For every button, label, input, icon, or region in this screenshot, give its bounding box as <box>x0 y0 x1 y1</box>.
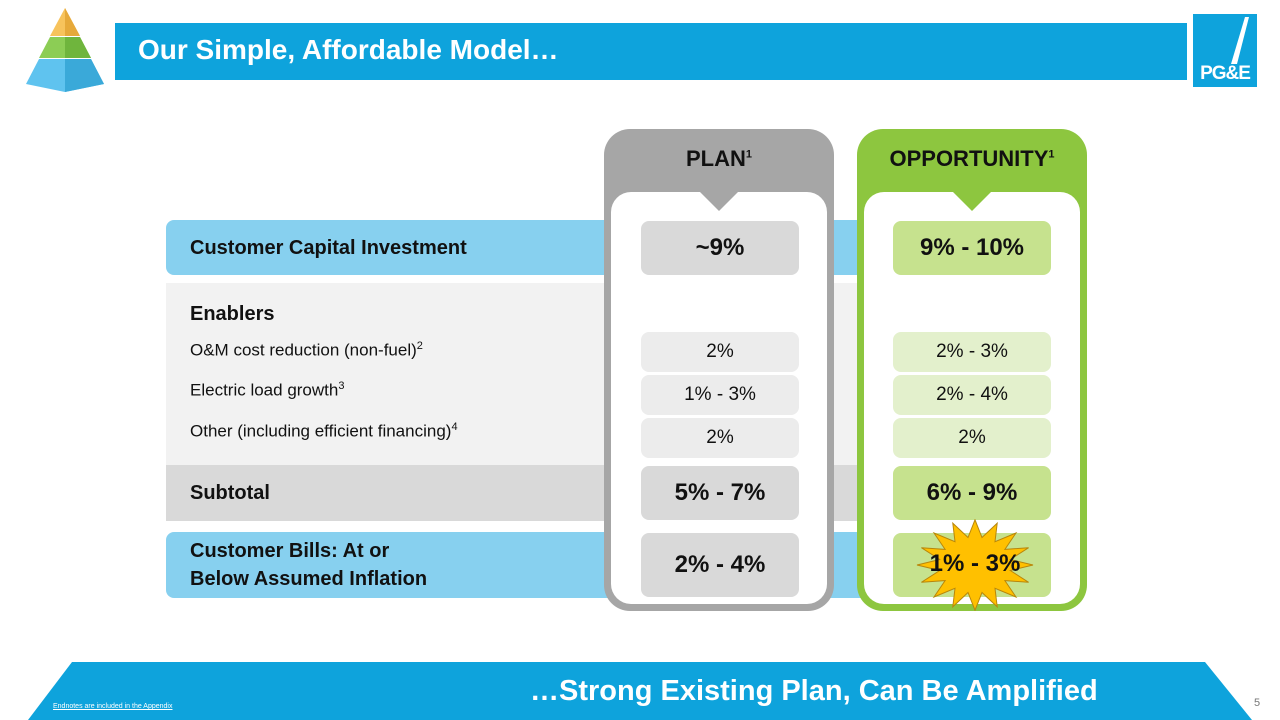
starburst-icon <box>916 519 1034 611</box>
opportunity-other-value: 2% <box>893 418 1051 458</box>
om-label-text: O&M cost reduction (non-fuel) <box>190 340 417 360</box>
opportunity-notch <box>952 191 992 211</box>
opportunity-header: OPPORTUNITY1 <box>857 146 1087 172</box>
logo-text: PG&E <box>1200 63 1251 84</box>
footer-tagline: …Strong Existing Plan, Can Be Amplified <box>530 675 1098 707</box>
pyramid-icon <box>26 8 104 92</box>
om-footnote-ref: 2 <box>416 340 423 352</box>
logo-tower-icon <box>1231 17 1249 64</box>
opportunity-capital-value: 9% - 10% <box>893 221 1051 275</box>
plan-subtotal-value: 5% - 7% <box>641 466 799 520</box>
plan-om-value: 2% <box>641 332 799 372</box>
opportunity-load-value: 2% - 4% <box>893 375 1051 415</box>
load-footnote-ref: 3 <box>338 380 345 392</box>
pge-logo: PG&E <box>1193 14 1257 87</box>
endnotes-link[interactable]: Endnotes are included in the Appendix <box>53 703 173 710</box>
plan-other-value: 2% <box>641 418 799 458</box>
plan-load-value: 1% - 3% <box>641 375 799 415</box>
subtotal-label: Subtotal <box>190 482 270 504</box>
other-footnote-ref: 4 <box>451 421 458 433</box>
bills-label-line2: Below Assumed Inflation <box>190 568 428 590</box>
plan-header: PLAN1 <box>604 146 834 172</box>
load-label-text: Electric load growth <box>190 380 339 400</box>
other-label-text: Other (including efficient financing) <box>190 421 452 441</box>
plan-header-footnote: 1 <box>745 148 752 161</box>
footer-banner <box>28 662 1252 720</box>
bills-label-line1: Customer Bills: At or <box>190 540 390 562</box>
opportunity-om-value: 2% - 3% <box>893 332 1051 372</box>
om-label: O&M cost reduction (non-fuel)2 <box>190 340 423 361</box>
capital-label: Customer Capital Investment <box>190 237 467 259</box>
plan-notch <box>699 191 739 211</box>
enablers-label: Enablers <box>190 303 275 325</box>
opportunity-header-text: OPPORTUNITY <box>889 146 1049 171</box>
opportunity-subtotal-value: 6% - 9% <box>893 466 1051 520</box>
plan-header-text: PLAN <box>685 146 746 171</box>
plan-capital-value: ~9% <box>641 221 799 275</box>
opportunity-header-footnote: 1 <box>1048 148 1055 161</box>
other-label: Other (including efficient financing)4 <box>190 421 458 442</box>
page-number: 5 <box>1254 697 1261 709</box>
title-bar <box>115 23 1187 80</box>
page-title: Our Simple, Affordable Model… <box>138 34 559 65</box>
plan-bills-value: 2% - 4% <box>641 533 799 597</box>
load-label: Electric load growth3 <box>190 380 344 401</box>
opportunity-bills-value: 1% - 3% <box>929 550 1021 577</box>
